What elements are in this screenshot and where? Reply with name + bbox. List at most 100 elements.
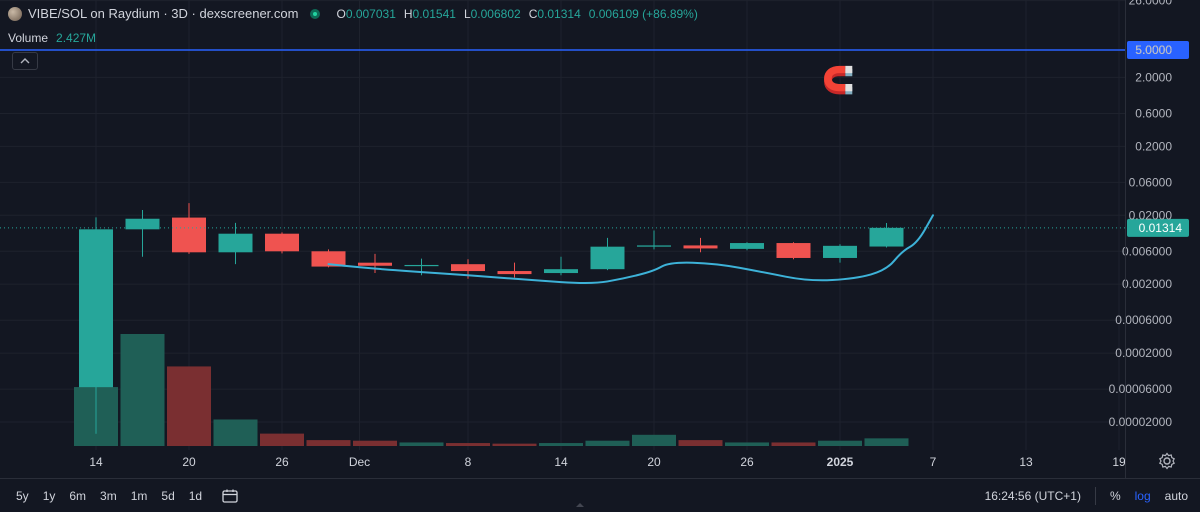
candle-body bbox=[404, 264, 439, 267]
y-tick-label: 0.6000 bbox=[1135, 106, 1172, 120]
candle-body bbox=[125, 218, 160, 230]
candle-body bbox=[79, 229, 113, 388]
candle-body bbox=[544, 269, 578, 274]
timeframe-1m[interactable]: 1m bbox=[130, 488, 148, 503]
candle-body bbox=[730, 243, 764, 249]
volume-bar bbox=[446, 443, 490, 446]
ohlc-change: 0.006109 (+86.89%) bbox=[588, 6, 698, 21]
percent-scale-toggle[interactable]: % bbox=[1109, 488, 1121, 503]
candle-body bbox=[823, 245, 857, 258]
ohlc-low: L0.006802 bbox=[463, 6, 521, 21]
candle-body bbox=[218, 233, 253, 253]
volume-bar bbox=[213, 419, 258, 446]
y-tick-label: 0.2000 bbox=[1135, 139, 1172, 153]
date-range-calendar-icon[interactable] bbox=[222, 489, 238, 503]
y-tick-label: 0.00006000 bbox=[1109, 382, 1173, 396]
y-tick-label: 0.02000 bbox=[1129, 208, 1173, 222]
x-tick-label: Dec bbox=[349, 455, 370, 469]
timeframe-1y[interactable]: 1y bbox=[42, 488, 56, 503]
candle bbox=[172, 203, 206, 254]
horizontal-line-label-bg bbox=[1127, 41, 1189, 59]
volume-label: Volume bbox=[8, 31, 49, 45]
candle bbox=[497, 262, 532, 278]
timeline-scroll-handle[interactable] bbox=[576, 503, 584, 507]
last-price-label-bg bbox=[1127, 218, 1189, 237]
candle bbox=[125, 210, 160, 257]
y-tick-label: 0.0006000 bbox=[1115, 313, 1172, 327]
x-tick-label: 8 bbox=[465, 455, 472, 469]
candle-body bbox=[451, 264, 485, 272]
bottom-toolbar: 5y 1y 6m 3m 1m 5d 1d 16:24:56 (UTC+1) % … bbox=[0, 478, 1200, 512]
y-tick-label: 0.0002000 bbox=[1115, 346, 1172, 360]
last-price-label: 0.01314 bbox=[1139, 221, 1183, 235]
price-chart[interactable]: 5.0000 0.01314 26.0000 5.0000 2.0000 0.6000 0… bbox=[0, 0, 1200, 478]
x-tick-label: 26 bbox=[740, 455, 754, 469]
log-scale-toggle[interactable]: log bbox=[1134, 488, 1151, 503]
y-tick-label: 0.06000 bbox=[1129, 175, 1173, 189]
candle-body bbox=[311, 251, 346, 267]
candle-body bbox=[172, 217, 206, 253]
volume-bar bbox=[771, 442, 816, 446]
volume-bars bbox=[74, 334, 909, 446]
volume-bar bbox=[585, 440, 630, 446]
clock-readout[interactable]: 16:24:56 (UTC+1) bbox=[984, 488, 1081, 503]
timeframe-3m[interactable]: 3m bbox=[100, 488, 117, 503]
candle bbox=[637, 230, 671, 250]
volume-bar bbox=[864, 438, 909, 446]
volume-readout: Volume 2.427M bbox=[8, 31, 96, 45]
chart-settings-gear-icon[interactable] bbox=[1158, 452, 1176, 470]
volume-bar bbox=[167, 366, 211, 446]
x-tick-label: 20 bbox=[647, 455, 661, 469]
volume-bar bbox=[539, 443, 583, 446]
candle bbox=[730, 242, 764, 251]
volume-bar bbox=[725, 442, 769, 446]
volume-bar bbox=[632, 434, 676, 446]
volume-bar bbox=[120, 334, 165, 446]
y-tick-label: 26.0000 bbox=[1129, 0, 1173, 8]
candle-body bbox=[869, 227, 904, 247]
timeframe-1d[interactable]: 1d bbox=[188, 488, 203, 503]
ohlc-high: H0.01541 bbox=[403, 6, 456, 21]
x-tick-label: 14 bbox=[89, 455, 103, 469]
drawing-layer bbox=[327, 214, 934, 284]
candle-body bbox=[683, 245, 718, 249]
chevron-up-icon bbox=[20, 58, 30, 64]
x-tick-label: 2025 bbox=[827, 455, 854, 469]
candle-body bbox=[590, 246, 625, 270]
y-tick-label: 5.0000 bbox=[1135, 43, 1172, 57]
volume-bar bbox=[353, 440, 397, 446]
candle bbox=[683, 237, 718, 253]
timeframe-5d[interactable]: 5d bbox=[161, 488, 175, 503]
candles bbox=[79, 203, 904, 434]
token-icon bbox=[8, 6, 22, 21]
y-tick-label: 2.0000 bbox=[1135, 70, 1172, 84]
volume-value: 2.427M bbox=[56, 31, 97, 45]
volume-bar bbox=[306, 440, 351, 446]
volume-bar bbox=[399, 442, 444, 446]
candle bbox=[79, 217, 113, 434]
scale-tools: 16:24:56 (UTC+1) % log auto bbox=[984, 486, 1188, 505]
candle bbox=[544, 256, 578, 276]
volume-bar bbox=[492, 443, 537, 446]
ohlc-open: O0.007031 bbox=[336, 6, 396, 21]
horizontal-line-label: 5.0000 bbox=[1135, 43, 1172, 57]
collapse-legend-button[interactable] bbox=[12, 52, 38, 70]
x-tick-label: 14 bbox=[554, 455, 568, 469]
live-status-icon bbox=[310, 8, 321, 19]
candle-body bbox=[265, 233, 299, 252]
candle-body bbox=[497, 271, 532, 275]
x-tick-label: 7 bbox=[930, 455, 937, 469]
timeframe-6m[interactable]: 6m bbox=[69, 488, 87, 503]
timeframe-5y[interactable]: 5y bbox=[16, 488, 29, 503]
auto-scale-toggle[interactable]: auto bbox=[1164, 488, 1188, 503]
hand-drawn-curve bbox=[327, 214, 934, 284]
candle bbox=[869, 223, 904, 248]
candle-body bbox=[358, 262, 392, 266]
pair-title: VIBE/SOL on Raydium · 3D · dexscreener.c… bbox=[28, 6, 299, 21]
divider bbox=[1094, 486, 1096, 505]
axes: 26.0000 5.0000 2.0000 0.6000 0.2000 0.06000 0.… bbox=[89, 0, 1172, 478]
x-tick-label: 13 bbox=[1019, 455, 1033, 469]
volume-bar bbox=[260, 433, 304, 446]
candle bbox=[776, 242, 811, 260]
candle bbox=[823, 244, 857, 263]
